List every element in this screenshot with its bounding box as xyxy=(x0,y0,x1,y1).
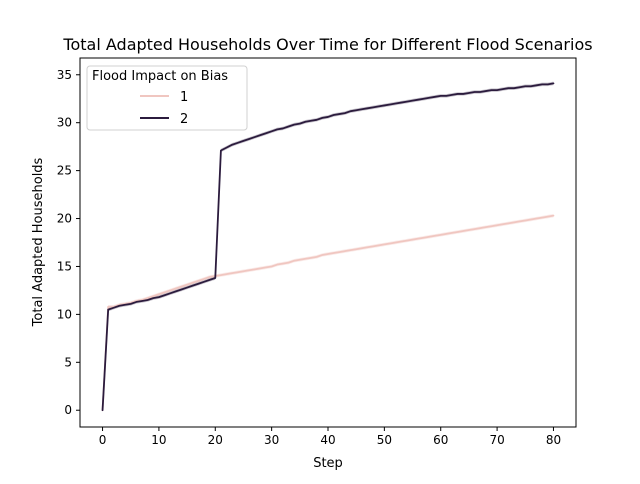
x-axis-label: Step xyxy=(313,456,343,471)
legend-label-series-1: 1 xyxy=(180,90,188,105)
series-lines xyxy=(101,82,555,412)
y-tick-label: 30 xyxy=(57,116,72,130)
x-tick-label: 40 xyxy=(320,433,335,447)
y-axis-label: Total Adapted Households xyxy=(31,157,46,327)
legend-label-series-2: 2 xyxy=(180,112,188,127)
legend-title: Flood Impact on Bias xyxy=(92,69,228,84)
y-axis-ticks: 0 5 10 15 20 25 30 35 xyxy=(57,68,80,417)
y-tick-label: 35 xyxy=(57,68,72,82)
y-tick-label: 25 xyxy=(57,164,72,178)
x-tick-label: 10 xyxy=(151,433,166,447)
plot-area: 0 10 20 30 40 50 60 70 80 0 5 10 15 20 25 30 35 xyxy=(57,57,577,447)
y-tick-label: 20 xyxy=(57,212,72,226)
x-tick-label: 70 xyxy=(489,433,504,447)
y-tick-label: 15 xyxy=(57,259,72,273)
series-line-1 xyxy=(101,214,555,412)
x-axis-ticks: 0 10 20 30 40 50 60 70 80 xyxy=(99,427,561,447)
x-tick-label: 30 xyxy=(264,433,279,447)
y-tick-label: 5 xyxy=(64,355,72,369)
chart-title: Total Adapted Households Over Time for D… xyxy=(62,35,592,54)
x-tick-label: 60 xyxy=(433,433,448,447)
legend: Flood Impact on Bias 1 2 xyxy=(86,65,248,131)
x-tick-label: 50 xyxy=(377,433,392,447)
y-tick-label: 0 xyxy=(64,403,72,417)
series-line-2 xyxy=(101,82,555,412)
x-tick-label: 80 xyxy=(546,433,561,447)
x-tick-label: 0 xyxy=(99,433,107,447)
x-tick-label: 20 xyxy=(208,433,223,447)
legend-box xyxy=(86,65,248,131)
y-tick-label: 10 xyxy=(57,307,72,321)
